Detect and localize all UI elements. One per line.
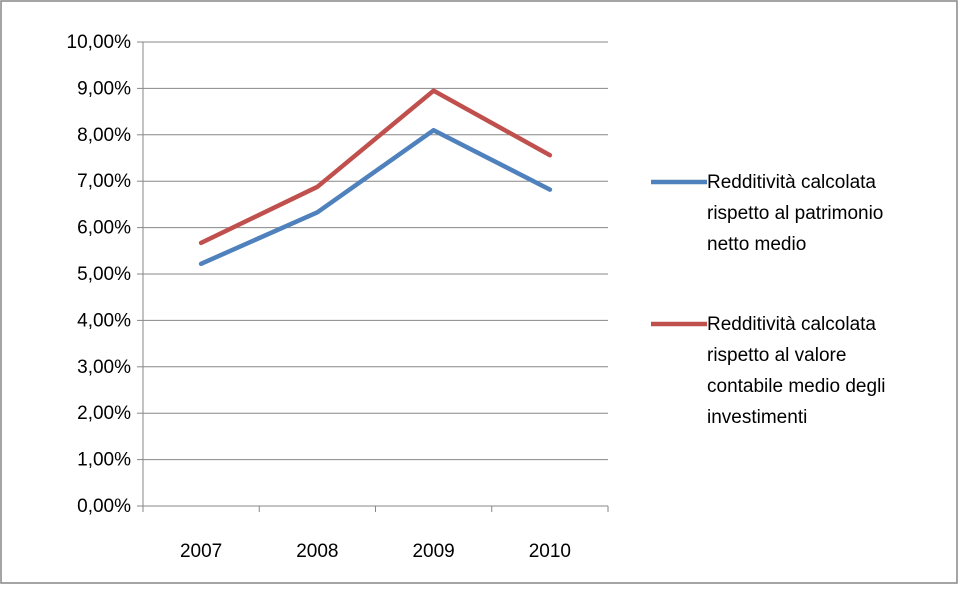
legend-label-line: investimenti — [707, 407, 807, 428]
legend-label-line: rispetto al valore — [707, 345, 846, 366]
legend-entry-1: Redditività calcolata rispetto al patrimo… — [651, 172, 883, 255]
y-tick-label: 5,00% — [77, 264, 131, 285]
y-tick-label: 9,00% — [77, 78, 131, 99]
y-tick-label: 4,00% — [77, 310, 131, 331]
legend-label-line: netto medio — [707, 234, 806, 255]
legend-label-line: contabile medio degli — [707, 376, 886, 397]
y-tick-labels: 0,00% 1,00% 2,00% 3,00% 4,00% 5,00% 6,00% 7,00%… — [67, 32, 132, 517]
legend-label-line: Redditività calcolata — [707, 314, 876, 335]
legend-label-line: rispetto al patrimonio — [707, 203, 883, 224]
legend: Redditività calcolata rispetto al patrimo… — [651, 172, 886, 428]
x-tick-label: 2009 — [412, 541, 454, 562]
x-tick-labels: 2007 2008 2009 2010 — [180, 541, 571, 562]
x-tick-label: 2007 — [180, 541, 222, 562]
series-lines — [198, 88, 553, 267]
y-tick-label: 3,00% — [77, 357, 131, 378]
series-line-2 — [198, 88, 553, 246]
y-tick-label: 2,00% — [77, 403, 131, 424]
y-tick-label: 1,00% — [77, 450, 131, 471]
series-line-1 — [198, 127, 553, 267]
y-tick-label: 6,00% — [77, 218, 131, 239]
x-tick-label: 2008 — [296, 541, 338, 562]
x-tick-label: 2010 — [529, 541, 571, 562]
legend-entry-2: Redditività calcolata rispetto al valore c… — [651, 314, 886, 428]
y-tick-label: 0,00% — [77, 496, 131, 517]
y-tick-label: 10,00% — [67, 32, 132, 53]
y-tick-label: 7,00% — [77, 171, 131, 192]
axes — [137, 41, 609, 512]
legend-label-line: Redditività calcolata — [707, 172, 876, 193]
y-tick-label: 8,00% — [77, 125, 131, 146]
